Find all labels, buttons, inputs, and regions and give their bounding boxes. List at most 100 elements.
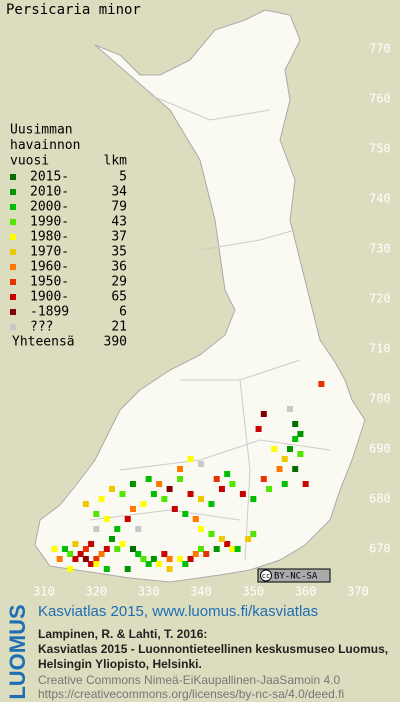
occurrence-square — [171, 506, 178, 512]
occurrence-square — [119, 541, 126, 547]
occurrence-square — [255, 426, 262, 432]
cc-icon: cc — [262, 572, 270, 580]
occurrence-square — [187, 491, 194, 497]
occurrence-square — [187, 456, 194, 462]
legend-label: 1950- — [30, 275, 69, 290]
occurrence-square — [135, 551, 142, 557]
legend-count: 21 — [111, 320, 127, 335]
occurrence-square — [177, 476, 184, 482]
y-tick-label: 730 — [369, 242, 391, 256]
x-tick-label: 320 — [85, 585, 107, 599]
occurrence-square — [61, 546, 68, 552]
x-tick-label: 370 — [347, 585, 369, 599]
y-tick-label: 670 — [369, 542, 391, 556]
y-tick-label: 710 — [369, 342, 391, 356]
occurrence-square — [103, 516, 110, 522]
legend-label: 2010- — [30, 185, 69, 200]
legend-swatch — [10, 294, 16, 300]
occurrence-square — [114, 526, 121, 532]
occurrence-square — [98, 551, 105, 557]
occurrence-square — [161, 496, 168, 502]
occurrence-square — [72, 541, 79, 547]
occurrence-square — [260, 411, 267, 417]
occurrence-square — [276, 466, 283, 472]
occurrence-square — [182, 561, 189, 567]
license-text: https://creativecommons.org/licenses/by-… — [38, 687, 344, 701]
occurrence-square — [292, 436, 299, 442]
occurrence-square — [281, 456, 288, 462]
legend-label: 1990- — [30, 215, 69, 230]
legend-label: 2015- — [30, 170, 69, 185]
legend-swatch — [10, 204, 16, 210]
citation: Helsingin Yliopisto, Helsinki. — [38, 657, 202, 671]
x-tick-label: 310 — [33, 585, 55, 599]
occurrence-square — [88, 561, 95, 567]
legend-count: 36 — [111, 260, 127, 275]
occurrence-square — [198, 546, 204, 552]
region-borders — [89, 94, 331, 561]
site[interactable]: Kasviatlas 2015, www.luomus.fi/kasviatla… — [38, 603, 318, 620]
occurrence-square — [208, 531, 215, 537]
occurrence-square — [281, 481, 288, 487]
logo: LUOMUS — [5, 604, 30, 699]
x-tick-label: 350 — [242, 585, 264, 599]
occurrence-square — [177, 556, 184, 562]
occurrence-square — [56, 556, 63, 562]
legend-count: 43 — [111, 215, 127, 230]
occurrence-square — [150, 491, 157, 497]
y-tick-label: 690 — [369, 442, 391, 456]
license-badge: cc BY-NC-SA — [257, 568, 331, 583]
occurrence-square — [224, 541, 231, 547]
occurrence-square — [292, 466, 299, 472]
occurrence-square — [224, 471, 231, 477]
occurrence-square — [103, 546, 110, 552]
y-tick-label: 720 — [369, 292, 391, 306]
y-tick-label: 750 — [369, 142, 391, 156]
occurrence-square — [156, 561, 163, 567]
occurrence-square — [150, 556, 157, 562]
occurrence-square — [129, 546, 136, 552]
legend-swatch — [10, 174, 16, 180]
occurrence-square — [250, 496, 257, 502]
occurrence-square — [182, 511, 189, 517]
legend-label: 1900- — [30, 290, 69, 305]
citation: Lampinen, R. & Lahti, T. 2016: — [38, 627, 207, 641]
occurrence-square — [51, 546, 58, 552]
legend-label: 1980- — [30, 230, 69, 245]
occurrence-square — [166, 486, 173, 492]
x-tick-label: 340 — [190, 585, 212, 599]
legend-label: 1970- — [30, 245, 69, 260]
occurrence-square — [218, 536, 225, 542]
occurrence-square — [93, 561, 100, 567]
occurrence-square — [93, 556, 100, 562]
occurrence-square — [286, 446, 293, 452]
y-tick-label: 760 — [369, 92, 391, 106]
occurrence-square — [208, 501, 215, 507]
occurrence-square — [198, 526, 204, 532]
legend-label: ??? — [30, 320, 53, 335]
y-tick-label: 770 — [369, 42, 391, 56]
occurrence-square — [140, 501, 147, 507]
y-tick-label: 680 — [369, 492, 391, 506]
x-tick-label: 360 — [295, 585, 317, 599]
occurrence-square — [156, 481, 163, 487]
legend-swatch — [10, 279, 16, 285]
occurrence-square — [145, 561, 152, 567]
legend-count: 5 — [119, 170, 127, 185]
occurrence-square — [72, 556, 79, 562]
occurrence-square — [229, 546, 236, 552]
legend-count-header: lkm — [104, 154, 128, 169]
citation: Kasviatlas 2015 - Luonnontieteellinen ke… — [38, 642, 388, 656]
occurrence-square — [266, 486, 273, 492]
legend-label: -1899 — [30, 305, 69, 320]
legend-header: Uusimman — [10, 123, 73, 138]
occurrence-square — [260, 476, 267, 482]
legend-count: 79 — [111, 200, 127, 215]
finland-outline — [34, 9, 366, 583]
occurrence-square — [292, 421, 299, 427]
legend-total: 390 — [104, 335, 127, 350]
occurrence-square — [109, 536, 116, 542]
occurrence-square — [77, 551, 84, 557]
license-text: Creative Commons Nimeä-EiKaupallinen-Jaa… — [38, 673, 340, 687]
